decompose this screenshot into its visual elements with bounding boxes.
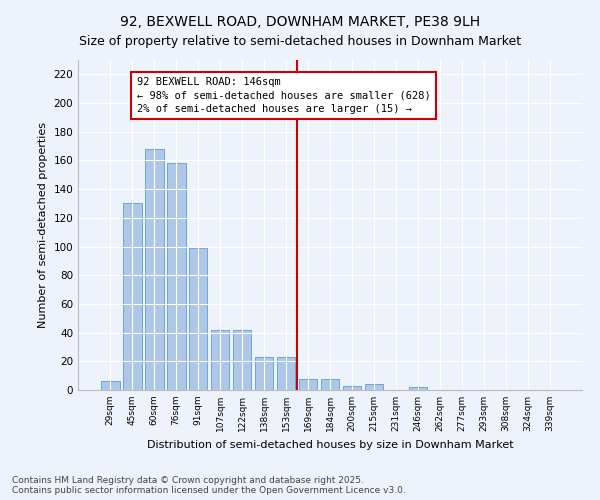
Bar [167, 164, 185, 390]
Bar [255, 357, 274, 390]
Bar [233, 330, 251, 390]
Text: Contains HM Land Registry data © Crown copyright and database right 2025.
Contai: Contains HM Land Registry data © Crown c… [12, 476, 406, 495]
Bar [409, 387, 427, 390]
Bar [299, 378, 317, 390]
Bar [145, 149, 164, 390]
Bar [343, 386, 361, 390]
Bar [123, 204, 142, 390]
Bar [365, 384, 383, 390]
Bar [101, 382, 119, 390]
Text: Size of property relative to semi-detached houses in Downham Market: Size of property relative to semi-detach… [79, 35, 521, 48]
X-axis label: Distribution of semi-detached houses by size in Downham Market: Distribution of semi-detached houses by … [146, 440, 514, 450]
Bar [277, 357, 295, 390]
Bar [189, 248, 208, 390]
Text: 92 BEXWELL ROAD: 146sqm
← 98% of semi-detached houses are smaller (628)
2% of se: 92 BEXWELL ROAD: 146sqm ← 98% of semi-de… [137, 77, 430, 114]
Y-axis label: Number of semi-detached properties: Number of semi-detached properties [38, 122, 48, 328]
Bar [211, 330, 229, 390]
Text: 92, BEXWELL ROAD, DOWNHAM MARKET, PE38 9LH: 92, BEXWELL ROAD, DOWNHAM MARKET, PE38 9… [120, 15, 480, 29]
Bar [320, 378, 340, 390]
